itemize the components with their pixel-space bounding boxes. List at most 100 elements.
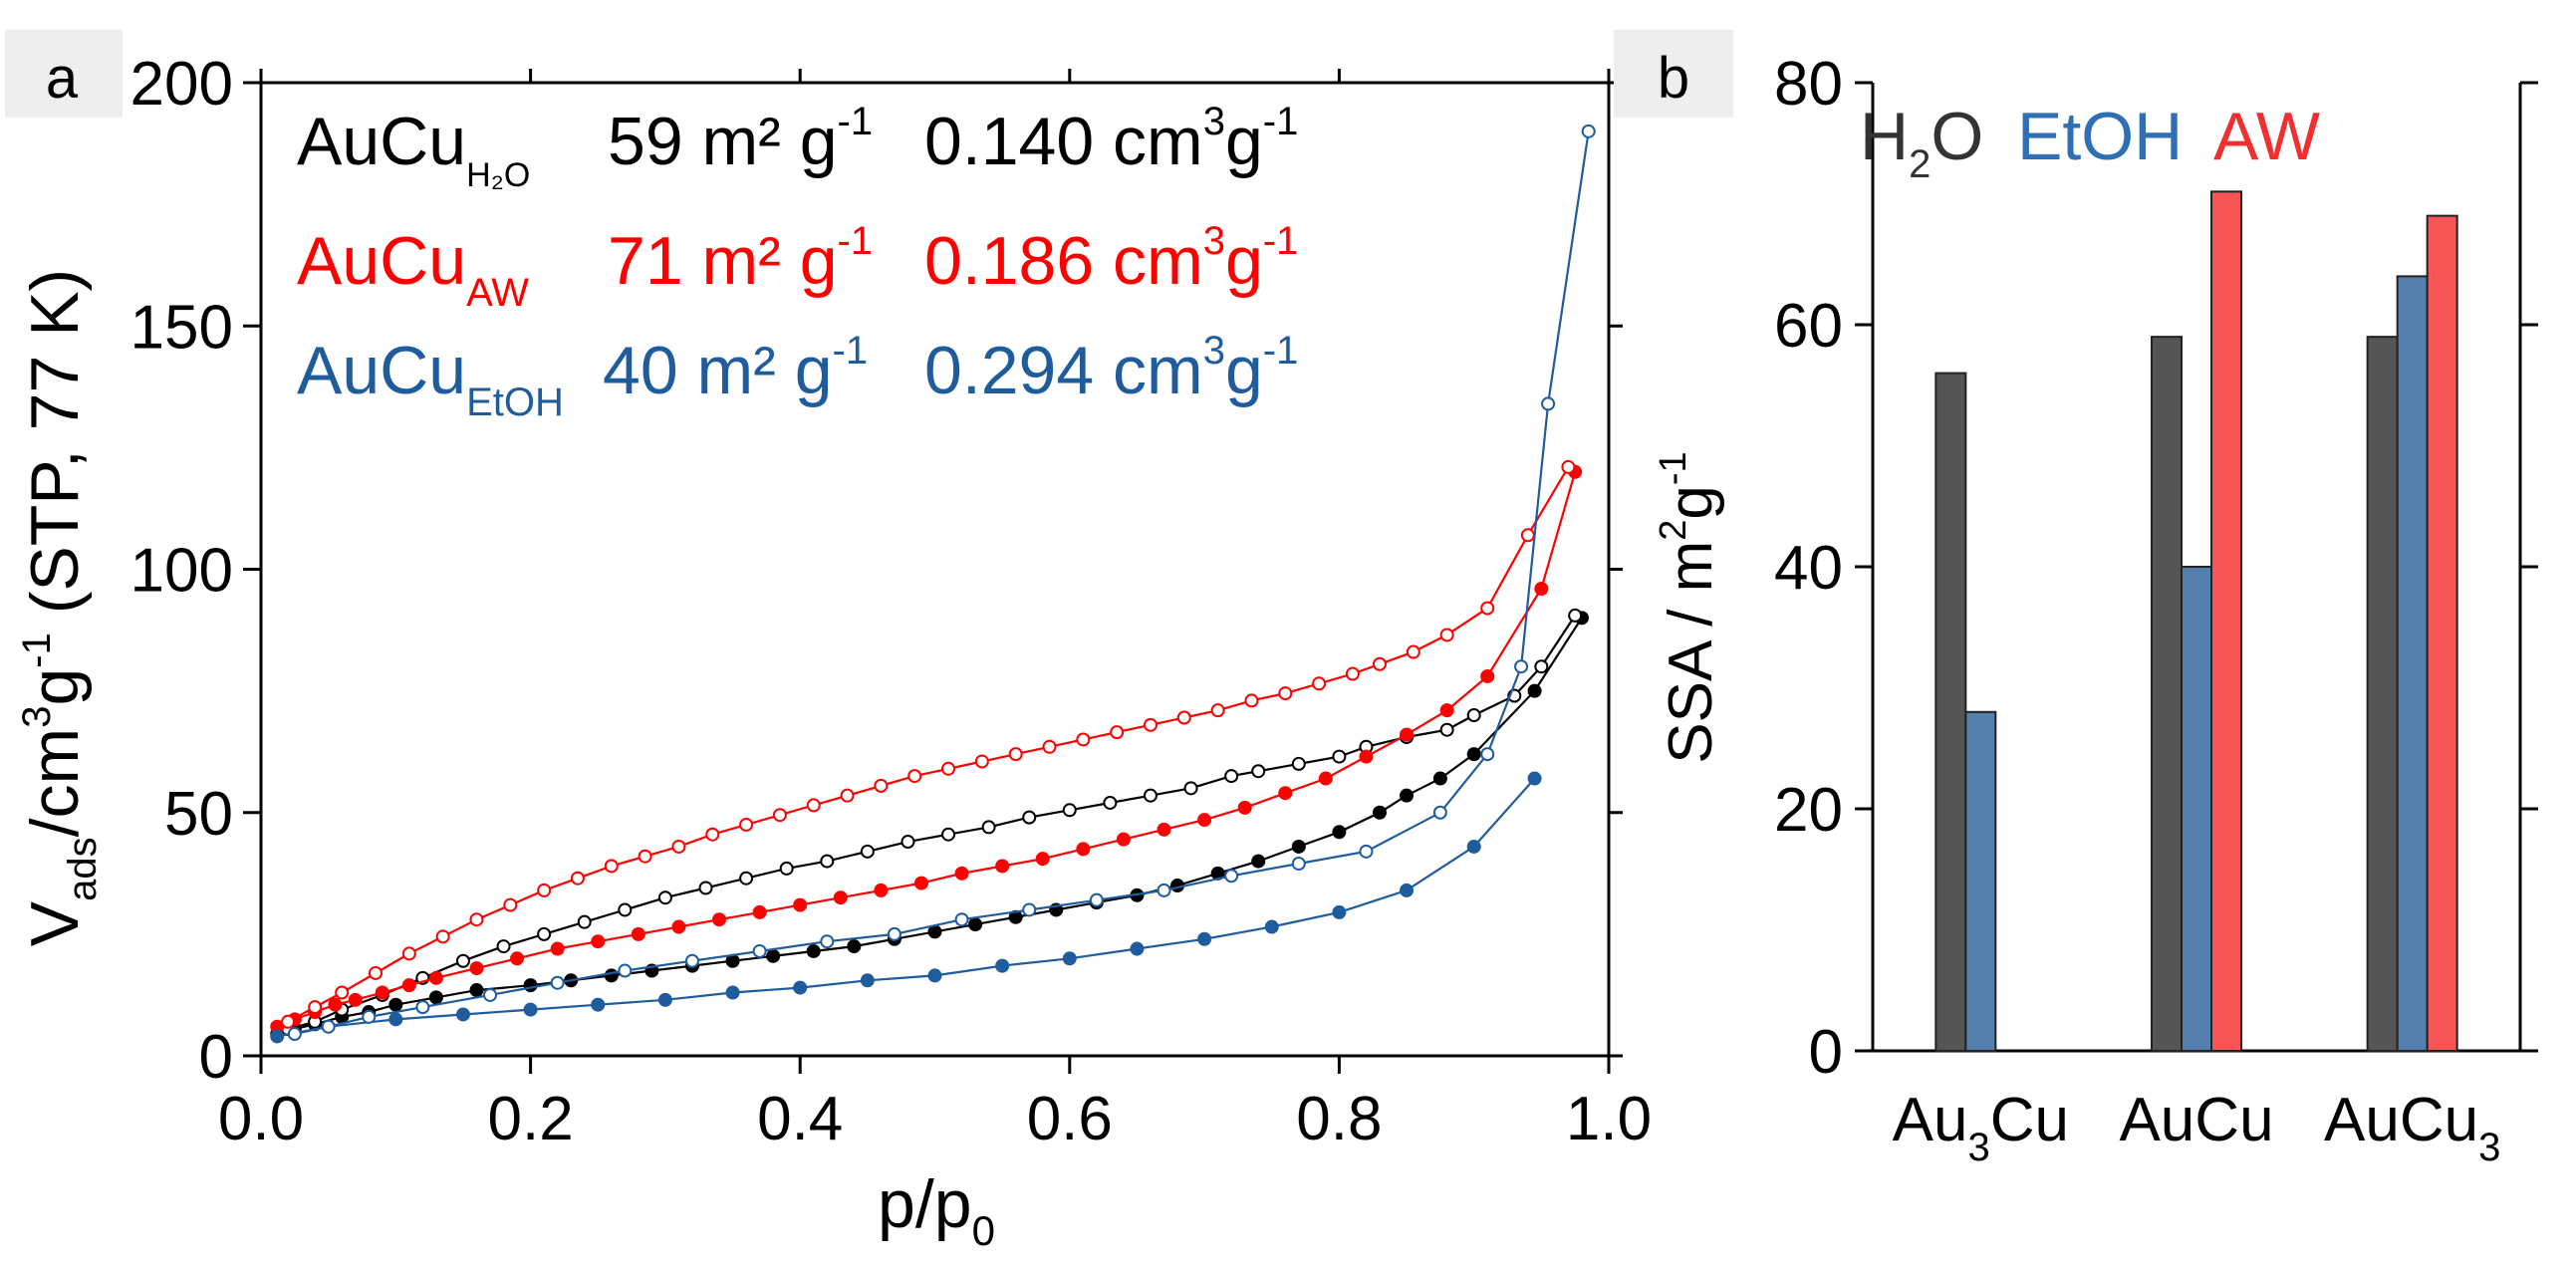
data-point xyxy=(1143,788,1158,803)
data-point xyxy=(328,997,343,1012)
data-point xyxy=(1042,739,1057,754)
category-base: AuCu xyxy=(2324,1086,2478,1154)
data-point xyxy=(657,890,672,905)
data-point xyxy=(1561,459,1576,474)
data-point xyxy=(1439,722,1454,737)
data-point xyxy=(550,941,565,956)
data-point xyxy=(469,912,484,927)
data-point xyxy=(954,866,969,881)
data-point xyxy=(428,970,443,985)
data-point xyxy=(739,871,754,886)
category-base: AuCu xyxy=(2119,1086,2273,1154)
data-point xyxy=(840,788,855,803)
data-point xyxy=(401,978,416,993)
data-point xyxy=(496,939,511,954)
data-point xyxy=(1224,769,1239,784)
data-point xyxy=(1312,676,1327,691)
data-point xyxy=(1541,396,1556,411)
data-point xyxy=(874,778,889,793)
data-point xyxy=(1432,771,1447,786)
data-point xyxy=(1291,756,1306,771)
data-point xyxy=(1264,919,1279,934)
legend-a: AuCuH₂O 59 m² g-1 0.140 cm3g-1 AuCuAW 71… xyxy=(297,100,1298,424)
data-point xyxy=(510,951,525,966)
data-point xyxy=(270,1029,285,1044)
data-point xyxy=(1332,904,1347,919)
data-point xyxy=(469,961,484,976)
data-point xyxy=(698,881,713,895)
data-point xyxy=(1103,795,1118,810)
x-tick-label-a: 0.8 xyxy=(1296,1085,1382,1153)
y-axis-title-a: Vads/cm3g-1 (STP, 77 K) xyxy=(15,269,105,946)
data-point xyxy=(941,761,956,776)
legend-b-h2o: H2O xyxy=(1860,99,1983,186)
panel-a-label-box xyxy=(5,30,123,118)
data-point xyxy=(1062,803,1077,818)
data-point xyxy=(1130,941,1145,956)
data-point xyxy=(415,1000,430,1015)
data-point xyxy=(1318,771,1333,786)
x-tick-label-a: 0.2 xyxy=(487,1085,573,1153)
data-point xyxy=(1480,601,1495,616)
data-point xyxy=(550,975,565,990)
data-point xyxy=(362,1009,377,1024)
data-point xyxy=(638,849,652,864)
panel-b-label-box xyxy=(1614,30,1733,118)
data-point xyxy=(657,992,672,1007)
data-point xyxy=(941,827,956,842)
data-point xyxy=(1062,951,1077,966)
data-point xyxy=(995,859,1010,874)
data-point xyxy=(591,934,606,949)
legend-a-h2o-ssa: 59 m² g-1 xyxy=(608,100,873,179)
data-point xyxy=(752,904,767,919)
data-point xyxy=(1534,582,1549,597)
data-point xyxy=(1527,771,1542,786)
data-point xyxy=(793,897,808,912)
data-point xyxy=(591,997,606,1012)
data-point xyxy=(1008,747,1023,762)
data-point xyxy=(1197,931,1212,946)
x-tick-label-a: 0.4 xyxy=(757,1085,843,1153)
data-point xyxy=(503,897,518,912)
data-point xyxy=(1224,869,1239,884)
data-point xyxy=(927,968,942,983)
data-point xyxy=(1514,659,1529,674)
data-point xyxy=(995,958,1010,973)
y-tick-label-b: 0 xyxy=(1809,1018,1843,1087)
data-point xyxy=(428,990,443,1005)
data-point xyxy=(1116,832,1131,847)
data-point xyxy=(1466,747,1481,762)
data-point xyxy=(618,963,633,978)
category-base: Au xyxy=(1893,1086,1968,1154)
data-point xyxy=(1359,749,1374,764)
data-point xyxy=(725,985,740,1000)
legend-b: H2O EtOH AW xyxy=(1860,99,2320,186)
data-point xyxy=(388,1012,403,1027)
y-tick-label-a: 100 xyxy=(130,537,233,606)
data-point xyxy=(1110,725,1125,740)
data-point xyxy=(1022,902,1037,917)
data-point xyxy=(335,985,350,1000)
data-point xyxy=(913,876,928,890)
x-tick-label-a: 0.6 xyxy=(1027,1085,1113,1153)
y-tick-label-b: 20 xyxy=(1774,776,1843,845)
data-point xyxy=(1035,852,1050,867)
data-point xyxy=(901,835,915,850)
bar xyxy=(2426,214,2458,1052)
data-point xyxy=(806,798,821,813)
data-point xyxy=(1480,747,1495,762)
data-point xyxy=(1291,839,1306,854)
data-point xyxy=(1400,788,1415,803)
x-tick-label-a: 1.0 xyxy=(1566,1085,1652,1153)
data-point xyxy=(1251,854,1266,869)
data-point xyxy=(1527,683,1542,698)
legend-a-etoh: AuCuEtOH xyxy=(297,333,564,424)
y-tick-label-a: 0 xyxy=(199,1023,233,1092)
data-point xyxy=(435,929,450,944)
data-point xyxy=(874,883,889,897)
bar xyxy=(2210,190,2242,1053)
data-point xyxy=(483,987,498,1002)
x-axis-title-a: p/p0 xyxy=(878,1166,995,1254)
panel-a-label: a xyxy=(46,46,79,111)
y-tick-label-a: 150 xyxy=(130,293,233,362)
